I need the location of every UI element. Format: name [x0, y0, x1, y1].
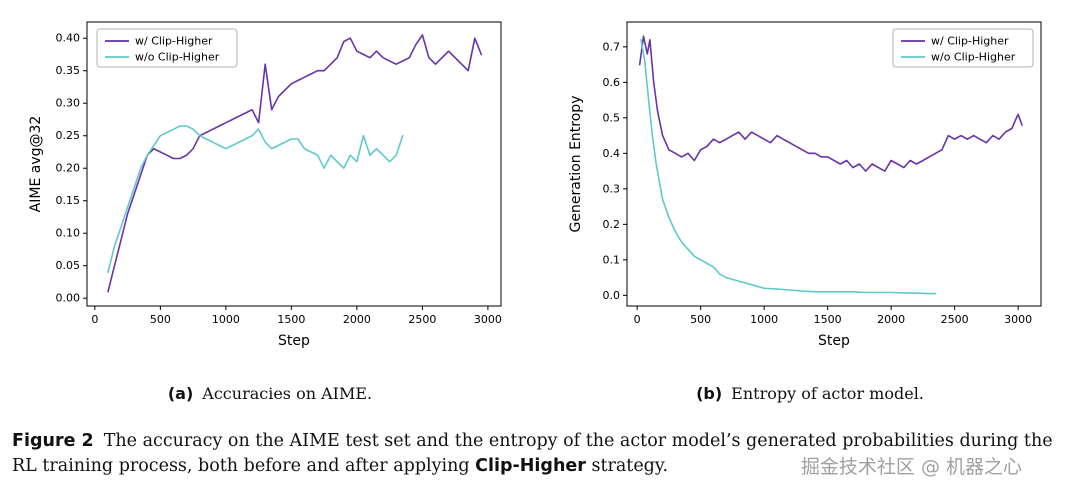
svg-text:0.40: 0.40	[56, 32, 81, 45]
svg-text:0.1: 0.1	[603, 253, 621, 266]
svg-text:0: 0	[634, 313, 641, 326]
subcaption-b: (b) Entropy of actor model.	[565, 384, 1055, 403]
legend: w/ Clip-Higher w/o Clip-Higher	[96, 28, 238, 68]
svg-text:0.25: 0.25	[56, 129, 81, 142]
subcaption-b-label: (b)	[696, 384, 723, 403]
svg-text:w/o Clip-Higher: w/o Clip-Higher	[135, 51, 220, 64]
figure-caption-text-after: strategy.	[585, 455, 669, 476]
svg-text:0.6: 0.6	[603, 76, 621, 89]
svg-text:2000: 2000	[877, 313, 905, 326]
y-axis: 0.0 0.1 0.2 0.3 0.4 0.5 0.6 0.7	[603, 40, 627, 302]
svg-text:0: 0	[91, 313, 98, 326]
svg-text:0.15: 0.15	[56, 194, 81, 207]
charts-row: 0 500 1000 1500 2000 2500 3000 0.00 0.05 0.10 0.15…	[0, 10, 1080, 352]
svg-text:0.05: 0.05	[56, 259, 81, 272]
svg-text:0.35: 0.35	[56, 64, 81, 77]
svg-text:0.3: 0.3	[603, 182, 621, 195]
figure-caption-label: Figure 2	[12, 431, 94, 451]
series-line	[107, 34, 483, 293]
subcaption-a: (a) Accuracies on AIME.	[25, 384, 515, 403]
series-line	[640, 38, 937, 295]
sub-captions: (a) Accuracies on AIME. (b) Entropy of act…	[0, 384, 1080, 403]
subcaption-a-label: (a)	[167, 384, 194, 403]
subcaption-b-text: Entropy of actor model.	[731, 384, 924, 403]
svg-text:1500: 1500	[814, 313, 842, 326]
chart-entropy: 0 500 1000 1500 2000 2500 30000.00.10.20.30.40…	[568, 21, 1042, 349]
plot-frame	[626, 21, 1042, 307]
svg-text:3000: 3000	[474, 313, 502, 326]
legend: w/ Clip-Higher w/o Clip-Higher	[892, 28, 1034, 68]
figure-caption-text-before: The accuracy on the AIME test set and th…	[12, 431, 1053, 476]
x-axis-label: Step	[278, 333, 310, 349]
svg-text:500: 500	[690, 313, 711, 326]
svg-text:1500: 1500	[277, 313, 305, 326]
figure-caption: Figure 2 The accuracy on the AIME test se…	[0, 429, 1080, 479]
svg-text:w/ Clip-Higher: w/ Clip-Higher	[931, 35, 1009, 48]
svg-text:0.30: 0.30	[56, 97, 81, 110]
watermark: 掘金技术社区 @ 机器之心	[800, 456, 1022, 478]
series-line	[638, 35, 1023, 172]
y-axis: 0.00 0.05 0.10 0.15 0.20 0.25 0.30 0.35 0.40	[56, 32, 87, 305]
subcaption-a-text: Accuracies on AIME.	[202, 384, 373, 403]
svg-text:1000: 1000	[750, 313, 778, 326]
svg-text:w/o Clip-Higher: w/o Clip-Higher	[931, 51, 1016, 64]
svg-text:0.20: 0.20	[56, 162, 81, 175]
svg-text:1000: 1000	[212, 313, 240, 326]
svg-text:2500: 2500	[408, 313, 436, 326]
svg-text:500: 500	[150, 313, 171, 326]
svg-text:0.0: 0.0	[603, 289, 621, 302]
svg-text:2000: 2000	[343, 313, 371, 326]
x-axis: 0 500 1000 1500 2000 2500 3000	[91, 306, 502, 326]
plot-frame	[86, 21, 502, 307]
x-axis-label: Step	[818, 333, 850, 349]
x-axis: 0 500 1000 1500 2000 2500 3000	[634, 306, 1032, 326]
svg-text:w/ Clip-Higher: w/ Clip-Higher	[135, 35, 213, 48]
svg-text:0.00: 0.00	[56, 292, 81, 305]
svg-text:0.2: 0.2	[603, 218, 621, 231]
svg-text:2500: 2500	[941, 313, 969, 326]
y-axis-label: AIME avg@32	[28, 116, 44, 213]
figure-caption-bold: Clip-Higher	[475, 455, 586, 476]
svg-text:0.4: 0.4	[603, 147, 621, 160]
svg-text:3000: 3000	[1004, 313, 1032, 326]
svg-text:0.10: 0.10	[56, 227, 81, 240]
chart-accuracy: 0 500 1000 1500 2000 2500 3000 0.00 0.05 0.10 0.15…	[28, 21, 502, 349]
series-line	[107, 125, 404, 274]
svg-text:0.5: 0.5	[603, 111, 621, 124]
y-axis-label: Generation Entropy	[568, 96, 584, 233]
svg-text:0.7: 0.7	[603, 40, 621, 53]
